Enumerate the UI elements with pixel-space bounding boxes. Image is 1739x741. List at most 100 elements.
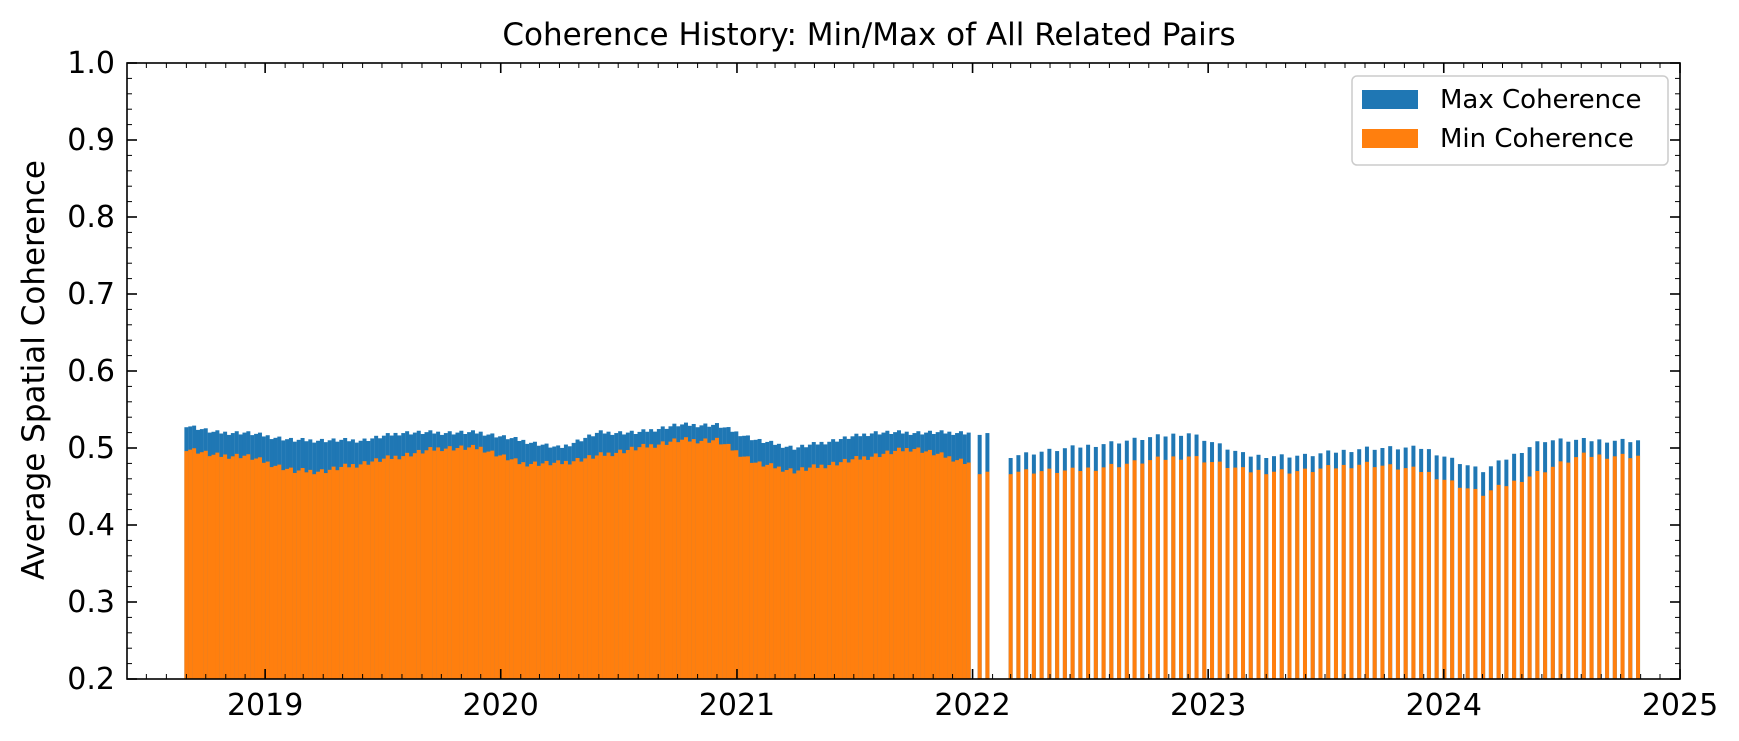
min-coherence-bar [455,448,460,679]
min-coherence-bar [637,447,642,679]
min-coherence-bar [943,457,948,679]
min-coherence-bar [517,464,522,679]
min-coherence-bar [494,456,499,679]
min-coherence-bar [1326,465,1331,679]
x-tick-label: 2019 [227,688,303,723]
min-coherence-bar [1287,473,1292,679]
min-coherence-bar [660,441,665,679]
min-coherence-bar [443,448,448,679]
min-coherence-bar [838,462,843,679]
min-coherence-bar [780,471,785,679]
min-coherence-bar [1024,469,1029,679]
min-coherence-bar [1124,463,1129,679]
min-coherence-bar [722,444,727,679]
min-coherence-bar [664,444,669,679]
min-coherence-bar [676,442,681,679]
min-coherence-bar [401,456,406,679]
min-coherence-bar [1411,466,1416,679]
min-coherence-bar [1264,474,1269,679]
min-coherence-bar [850,459,855,679]
min-coherence-bar [269,467,274,679]
min-coherence-bar [1372,467,1377,679]
min-coherence-bar [695,443,700,679]
min-coherence-bar [285,468,290,679]
min-coherence-bar [1380,465,1385,679]
min-coherence-bar [939,452,944,679]
min-coherence-bar [904,448,909,679]
min-coherence-bar [587,455,592,679]
min-coherence-bar [420,453,425,679]
min-coherence-bar [1605,458,1610,679]
min-coherence-bar [1101,467,1106,679]
min-coherence-bar [881,453,886,679]
x-tick-label: 2022 [934,688,1010,723]
min-coherence-bar [622,453,627,679]
min-coherence-bar [1357,464,1362,679]
min-coherence-bar [815,467,820,679]
min-coherence-bar [699,440,704,679]
min-coherence-bar [889,454,894,679]
min-coherence-bar [424,450,429,679]
min-coherence-bar [819,464,824,679]
min-coherence-bar [1302,468,1307,679]
min-coherence-bar [412,453,417,679]
min-coherence-bar [439,451,444,679]
min-coherence-bar [1086,467,1091,679]
min-coherence-bar [610,456,615,679]
min-coherence-bar [436,447,441,679]
min-coherence-bar [385,455,390,679]
min-coherence-bar [1574,457,1579,679]
min-coherence-bar [745,456,750,679]
min-coherence-bar [1558,461,1563,679]
min-coherence-bar [521,462,526,679]
min-coherence-bar [1186,456,1191,679]
min-coherence-bar [281,470,286,679]
min-coherence-bar [277,464,282,679]
min-coherence-bar [1008,474,1013,679]
min-coherence-bar [862,456,867,679]
min-coherence-bar [1457,487,1462,679]
min-coherence-bar [1341,464,1346,679]
min-coherence-bar [331,466,336,679]
y-tick-label: 0.6 [67,354,115,389]
min-coherence-bar [1132,460,1137,679]
y-tick-label: 0.8 [67,200,115,235]
min-coherence-bar [1636,455,1641,679]
min-coherence-bar [296,470,301,679]
min-coherence-bar [804,470,809,679]
min-coherence-bar [1031,473,1036,679]
min-coherence-bar [211,454,216,679]
min-coherence-bar [265,461,270,679]
min-coherence-bar [726,443,731,679]
min-coherence-bar [877,457,882,679]
min-coherence-bar [370,461,375,679]
min-coherence-bar [1148,460,1153,679]
min-coherence-bar [432,450,437,679]
min-coherence-bar [1581,452,1586,679]
min-coherence-bar [1256,469,1261,679]
min-coherence-bar [1047,468,1052,679]
y-tick-label: 0.7 [67,277,115,312]
min-coherence-bar [730,450,735,679]
x-tick-label: 2020 [463,688,539,723]
y-tick-label: 1.0 [67,46,115,81]
min-coherence-bar [304,472,309,679]
min-coherence-bar [374,458,379,679]
min-coherence-bar [873,453,878,679]
min-coherence-bar [683,437,688,679]
min-coherence-bar [1434,479,1439,679]
min-coherence-bar [1318,468,1323,679]
min-coherence-bar [242,455,247,679]
min-coherence-bar [865,459,870,679]
min-coherence-bar [575,458,580,679]
min-coherence-bar [447,446,452,679]
min-coherence-bar [916,447,921,679]
min-coherence-bar [1566,462,1571,679]
min-coherence-bar [854,456,859,679]
min-coherence-bar [598,452,603,679]
min-coherence-bar [1271,471,1276,679]
min-coherence-bar [920,452,925,679]
min-coherence-bar [316,471,321,679]
min-coherence-bar [1419,471,1424,679]
min-coherence-bar [947,456,952,679]
